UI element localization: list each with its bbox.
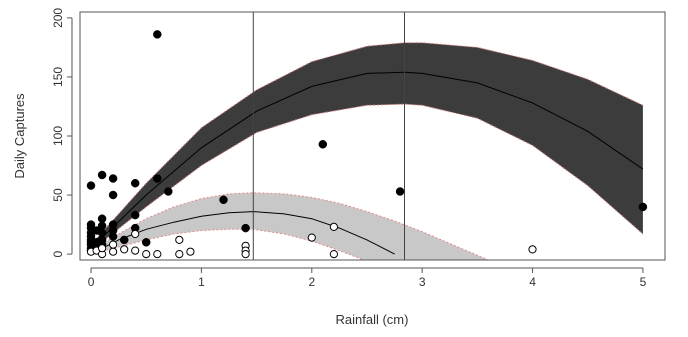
filled-point <box>130 178 140 188</box>
filled-point <box>97 228 107 238</box>
filled-point <box>241 223 250 233</box>
x-tick-label: 1 <box>198 275 205 289</box>
filled-point <box>141 238 151 247</box>
open-point <box>528 245 537 254</box>
open-point <box>153 250 162 259</box>
y-axis: 0 50 100 150 200 <box>51 8 73 257</box>
x-tick-label: 5 <box>640 275 647 289</box>
filled-point <box>97 214 107 223</box>
open-point <box>329 250 338 259</box>
plot-frame <box>79 11 666 261</box>
filled-point <box>86 181 96 190</box>
open-point <box>98 244 107 253</box>
filled-point <box>119 235 129 245</box>
x-tick-label: 2 <box>308 275 315 289</box>
open-point <box>131 246 140 255</box>
open-point <box>109 247 118 256</box>
open-point <box>329 222 338 231</box>
fitted-curves <box>90 71 644 255</box>
open-point <box>175 235 184 244</box>
data-points <box>86 30 648 259</box>
open-point <box>241 250 250 259</box>
y-axis-title: Daily Captures <box>12 93 27 179</box>
confidence-band-1 <box>91 42 643 251</box>
filled-point <box>108 174 118 183</box>
band-upper-edge-1 <box>90 42 644 245</box>
open-point <box>307 233 316 242</box>
y-tick-label: 100 <box>51 126 65 146</box>
band-lower-edge-2 <box>90 228 366 260</box>
filled-point <box>153 174 162 183</box>
y-tick-label: 200 <box>51 8 65 28</box>
open-point <box>186 247 195 256</box>
filled-point <box>638 202 648 212</box>
filled-point <box>395 187 405 196</box>
x-tick-label: 4 <box>529 275 536 289</box>
filled-point <box>219 195 228 205</box>
filled-point <box>164 187 173 196</box>
filled-point <box>318 140 328 149</box>
fitted-curve-2 <box>90 211 395 255</box>
filled-point <box>97 170 107 180</box>
filled-point <box>130 210 140 220</box>
x-tick-label: 0 <box>88 275 95 289</box>
x-axis-title: Rainfall (cm) <box>336 312 409 327</box>
open-point <box>120 245 129 254</box>
open-point <box>109 240 118 249</box>
x-tick-label: 3 <box>419 275 426 289</box>
y-tick-label: 150 <box>51 67 65 87</box>
open-point <box>142 250 151 259</box>
open-point <box>131 229 140 239</box>
filled-point <box>108 190 118 200</box>
fitted-curve-1 <box>90 71 644 249</box>
y-tick-label: 0 <box>51 250 65 257</box>
filled-point <box>153 30 162 39</box>
band-lower-edge-1 <box>90 103 644 251</box>
vertical-reference-lines <box>252 12 406 260</box>
x-axis: 0 1 2 3 4 5 <box>88 267 647 289</box>
confidence-bands <box>90 42 644 260</box>
confidence-band-2 <box>91 192 489 260</box>
band-upper-edge-2 <box>90 192 490 260</box>
filled-point <box>108 232 118 241</box>
open-point <box>175 250 184 259</box>
y-tick-label: 50 <box>51 188 65 202</box>
